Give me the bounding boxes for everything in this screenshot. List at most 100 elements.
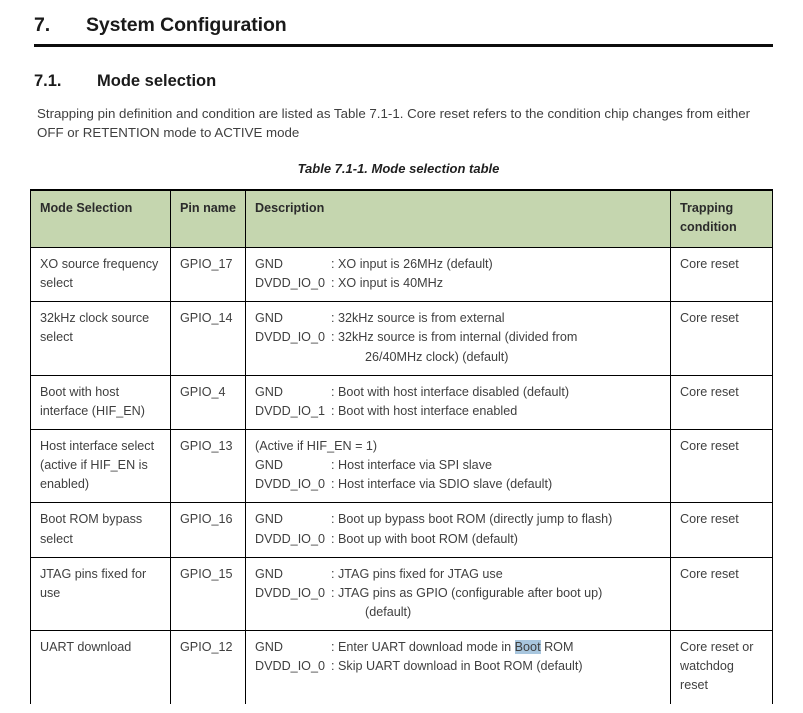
description-text: : Skip UART download in Boot ROM (defaul… <box>331 659 583 674</box>
description-line: DVDD_IO_0: Boot up with boot ROM (defaul… <box>255 530 662 549</box>
cell-trapping-condition: Core reset <box>670 374 773 430</box>
subsection-title: Mode selection <box>97 72 217 90</box>
subsection-number: 7.1. <box>34 72 62 90</box>
cell-description: GND : JTAG pins fixed for JTAG use DVDD_IO… <box>245 556 671 631</box>
description-pin-level-label: GND <box>255 257 283 272</box>
column-header-pin-name: Pin name <box>170 188 246 249</box>
cell-description: GND : XO input is 26MHz (default) DVDD_IO_… <box>245 247 671 302</box>
cell-pin-name: GPIO_12 <box>170 630 246 704</box>
table-caption: Table 7.1-1. Mode selection table <box>297 160 500 176</box>
description-pin-level-label: DVDD_IO_0 <box>255 659 325 674</box>
cell-mode-selection: Boot ROM bypass select <box>30 502 171 558</box>
table-row: XO source frequency select GPIO_17 GND : XO… <box>30 247 773 302</box>
cell-pin-name: GPIO_4 <box>170 374 246 430</box>
table-container: Mode Selection Pin name Description Trap… <box>0 176 803 704</box>
description-line: DVDD_IO_0: 32kHz source is from internal… <box>255 328 662 347</box>
description-pin-level-label: DVDD_IO_0 <box>255 276 325 291</box>
column-header-trapping-condition: Trapping condition <box>670 188 773 249</box>
description-line: DVDD_IO_1 : Boot with host interface enab… <box>255 402 662 421</box>
cell-pin-name: GPIO_15 <box>170 556 246 631</box>
description-pin-level-label: DVDD_IO_0 <box>255 585 325 600</box>
description-continuation: 26/40MHz clock) (default) <box>365 349 509 364</box>
section-title: System Configuration <box>86 14 287 36</box>
table-row: Host interface select (active if HIF_EN … <box>30 429 773 503</box>
mode-selection-table: Mode Selection Pin name Description Trap… <box>30 188 773 704</box>
description-note: (Active if HIF_EN = 1) <box>255 439 378 454</box>
cell-trapping-condition: Core reset <box>670 502 773 558</box>
cell-mode-selection: Host interface select (active if HIF_EN … <box>30 429 171 503</box>
description-line: DVDD_IO_0 : XO input is 40MHz <box>255 274 662 293</box>
description-text: : XO input is 40MHz <box>331 276 443 291</box>
cell-description: GND: 32kHz source is from external DVDD_I… <box>245 301 671 376</box>
cell-description: GND : Enter UART download mode in Boot RO… <box>245 630 671 704</box>
cell-trapping-condition: Core reset <box>670 556 773 631</box>
page-title: 7. System Configuration <box>34 14 773 37</box>
selected-text-highlight[interactable]: Boot <box>514 640 541 655</box>
column-header-mode-selection: Mode Selection <box>30 188 171 249</box>
description-line: GND : Enter UART download mode in Boot RO… <box>255 638 662 657</box>
table-row: Boot ROM bypass select GPIO_16 GND : Boot u… <box>30 502 773 558</box>
description-line: DVDD_IO_0 : Host interface via SDIO slave… <box>255 475 662 494</box>
description-pin-level-label: GND <box>255 640 283 655</box>
description-pin-level-label: GND <box>255 512 283 527</box>
description-text: : Enter UART download mode in <box>331 640 515 655</box>
description-line: GND : XO input is 26MHz (default) <box>255 255 662 274</box>
cell-pin-name: GPIO_16 <box>170 502 246 558</box>
table-header-row: Mode Selection Pin name Description Trap… <box>30 188 773 249</box>
description-pin-level-label: DVDD_IO_0 <box>255 477 325 492</box>
description-continuation: (default) <box>365 605 412 619</box>
table-row: JTAG pins fixed for use GPIO_15 GND : JTAG … <box>30 556 773 631</box>
table-row: Boot with host interface (HIF_EN) GPIO_4 G… <box>30 374 773 430</box>
table-body: XO source frequency select GPIO_17 GND : XO… <box>30 247 773 704</box>
description-pin-level-label: GND <box>255 566 283 581</box>
table-header: Mode Selection Pin name Description Trap… <box>30 188 773 249</box>
description-pin-level-label: DVDD_IO_1 <box>255 403 325 418</box>
cell-mode-selection: JTAG pins fixed for use <box>30 556 171 631</box>
table-row: UART download GPIO_12 GND : Enter UART down… <box>30 630 773 704</box>
cell-description: (Active if HIF_EN = 1) GND : Host interfac… <box>245 429 671 503</box>
section-heading-block: 7. System Configuration <box>0 0 803 37</box>
cell-mode-selection: XO source frequency select <box>30 247 171 302</box>
description-text: : 32kHz source is from external <box>331 311 505 326</box>
description-pin-level-label: GND <box>255 384 283 399</box>
description-text: : Host interface via SPI slave <box>331 458 492 473</box>
cell-description: GND : Boot up bypass boot ROM (directly j… <box>245 502 671 558</box>
cell-mode-selection: Boot with host interface (HIF_EN) <box>30 374 171 430</box>
heading-divider <box>34 44 773 47</box>
description-text: ROM <box>540 640 574 655</box>
section-number: 7. <box>34 14 51 36</box>
description-text: : Boot with host interface disabled (def… <box>331 384 570 399</box>
cell-pin-name: GPIO_14 <box>170 301 246 376</box>
cell-mode-selection: 32kHz clock source select <box>30 301 171 376</box>
description-line: DVDD_IO_0 : JTAG pins as GPIO (configurab… <box>255 584 662 603</box>
cell-mode-selection: UART download <box>30 630 171 704</box>
description-text: : 32kHz source is from internal (divided… <box>331 330 578 345</box>
description-line: GND : Host interface via SPI slave <box>255 456 662 475</box>
cell-trapping-condition: Core reset or watchdog reset <box>670 630 773 704</box>
column-header-description: Description <box>245 188 671 249</box>
subsection-heading-block: 7.1. Mode selection <box>0 47 803 91</box>
description-line: GND : Boot with host interface disabled (… <box>255 383 662 402</box>
description-line: GND : JTAG pins fixed for JTAG use <box>255 565 662 584</box>
description-line: GND : Boot up bypass boot ROM (directly j… <box>255 510 662 529</box>
description-text: : Boot up bypass boot ROM (directly jump… <box>331 512 613 527</box>
subsection-heading: 7.1. Mode selection <box>34 72 773 91</box>
cell-trapping-condition: Core reset <box>670 301 773 376</box>
cell-description: GND : Boot with host interface disabled (… <box>245 374 671 430</box>
description-pin-level-label: GND <box>255 458 283 473</box>
table-row: 32kHz clock source select GPIO_14 GND: 32k… <box>30 301 773 376</box>
cell-pin-name: GPIO_17 <box>170 247 246 302</box>
description-text: : XO input is 26MHz (default) <box>331 257 493 272</box>
cell-trapping-condition: Core reset <box>670 247 773 302</box>
cell-trapping-condition: Core reset <box>670 429 773 503</box>
description-text: : Boot with host interface enabled <box>331 403 518 418</box>
intro-paragraph: Strapping pin definition and condition a… <box>37 106 751 140</box>
description-line: GND: 32kHz source is from external <box>255 309 662 328</box>
description-text: : JTAG pins fixed for JTAG use <box>331 566 503 581</box>
description-text: : Boot up with boot ROM (default) <box>331 531 518 546</box>
description-text: : Host interface via SDIO slave (default… <box>331 477 553 492</box>
description-text: : JTAG pins as GPIO (configurable after … <box>331 585 603 600</box>
cell-pin-name: GPIO_13 <box>170 429 246 503</box>
description-line: DVDD_IO_0 : Skip UART download in Boot RO… <box>255 657 662 676</box>
